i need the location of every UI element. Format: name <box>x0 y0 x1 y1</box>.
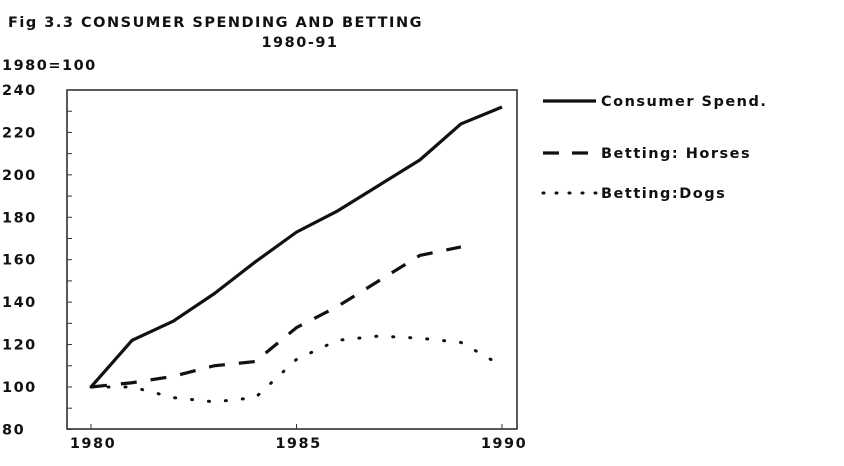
y-axis-label: 1980=100 <box>2 58 97 74</box>
x-tick-label: 1980 <box>70 436 116 452</box>
chart-subtitle: 1980-91 <box>261 35 338 51</box>
series-line-2 <box>91 247 461 387</box>
y-tick-label: 80 <box>2 422 25 438</box>
y-tick-label: 220 <box>2 125 37 141</box>
series-line-1 <box>91 107 502 387</box>
series-line-3 <box>91 336 502 402</box>
y-tick-label: 240 <box>2 83 37 99</box>
plot-frame <box>67 90 517 429</box>
x-tick-label: 1985 <box>275 436 321 452</box>
y-tick-label: 180 <box>2 210 37 226</box>
legend-label: Betting: Horses <box>601 146 751 162</box>
y-tick-label: 140 <box>2 295 37 311</box>
y-tick-label: 120 <box>2 338 37 354</box>
legend-label: Betting:Dogs <box>601 186 726 202</box>
chart-title: Fig 3.3 CONSUMER SPENDING AND BETTING <box>8 15 423 31</box>
legend-label: Consumer Spend. <box>601 94 767 110</box>
y-tick-label: 100 <box>2 380 37 396</box>
y-tick-label: 160 <box>2 253 37 269</box>
x-tick-label: 1990 <box>481 436 527 452</box>
y-tick-label: 200 <box>2 168 37 184</box>
